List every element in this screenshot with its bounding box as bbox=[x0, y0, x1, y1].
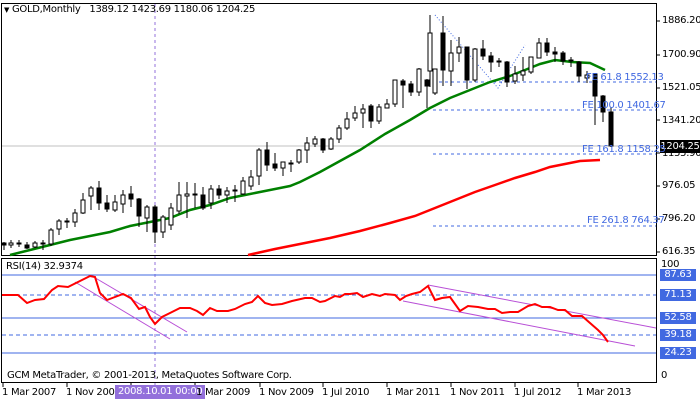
rsi-level-tag: 52.58 bbox=[660, 312, 696, 324]
rsi-scale-max: 100 bbox=[661, 259, 680, 270]
price-tick: 1700.90 bbox=[662, 49, 700, 60]
crosshair-time-label: 2008.10.01 00:00 bbox=[115, 385, 206, 399]
time-label: 1 Mar 2013 bbox=[577, 387, 632, 398]
price-axis-ticks bbox=[656, 20, 660, 253]
time-label: 1 Mar 2007 bbox=[2, 387, 57, 398]
candlesticks bbox=[1, 15, 614, 250]
rsi-trendlines bbox=[74, 275, 657, 347]
dropdown-triangle-icon[interactable]: ▼ bbox=[4, 6, 10, 14]
fibo-label-61-8: FE 61.8 1552.13 bbox=[586, 72, 664, 83]
chart-header: ▼ GOLD,Monthly 1389.12 1423.69 1180.06 1… bbox=[4, 4, 255, 16]
copyright-text: GCM MetaTrader, © 2001-2013, MetaQuotes … bbox=[7, 370, 292, 381]
price-tick: 1341.20 bbox=[662, 115, 700, 126]
time-label: 1 Nov 2009 bbox=[259, 387, 314, 398]
price-tick: 1155.90 bbox=[662, 148, 700, 159]
symbol-label: GOLD,Monthly bbox=[11, 4, 81, 15]
rsi-level-tag: 71.13 bbox=[660, 289, 696, 301]
time-label: 1 Jul 2012 bbox=[514, 387, 562, 398]
time-label: 1 Mar 2009 bbox=[196, 387, 251, 398]
rsi-level-tag: 87.63 bbox=[660, 269, 696, 281]
fibo-label-161-8: FE 161.8 1158.25 bbox=[582, 144, 666, 155]
rsi-panel-frame bbox=[1, 258, 657, 383]
rsi-levels bbox=[2, 274, 656, 354]
main-chart-frame bbox=[1, 3, 657, 256]
rsi-title: RSI(14) 32.9374 bbox=[6, 261, 83, 272]
time-label: 1 Mar 2011 bbox=[386, 387, 441, 398]
fibo-label-261-8: FE 261.8 764.37 bbox=[587, 215, 665, 226]
rsi-line bbox=[2, 274, 609, 343]
price-tick: 616.35 bbox=[662, 246, 696, 257]
time-label: 1 Nov 2011 bbox=[450, 387, 505, 398]
fibo-label-100: FE 100.0 1401.67 bbox=[582, 100, 666, 111]
rsi-level-tag: 39.18 bbox=[660, 329, 696, 341]
fibonacci-baseline bbox=[434, 14, 526, 89]
price-tick: 976.05 bbox=[662, 180, 696, 191]
current-price-tag: 1204.25 bbox=[660, 140, 700, 153]
price-tick: 1886.20 bbox=[662, 15, 700, 26]
fibonacci-expansion bbox=[433, 81, 656, 227]
moving-average-slow bbox=[247, 158, 601, 257]
ohlc-values: 1389.12 1423.69 1180.06 1204.25 bbox=[89, 4, 256, 15]
rsi-scale-min: 0 bbox=[661, 370, 668, 381]
price-tick: 796.20 bbox=[662, 213, 696, 224]
time-label: 1 Jul 2010 bbox=[322, 387, 370, 398]
rsi-level-tag: 24.23 bbox=[660, 347, 696, 359]
time-label: 1 Nov 2007 bbox=[66, 387, 121, 398]
price-tick: 1521.05 bbox=[662, 82, 700, 93]
